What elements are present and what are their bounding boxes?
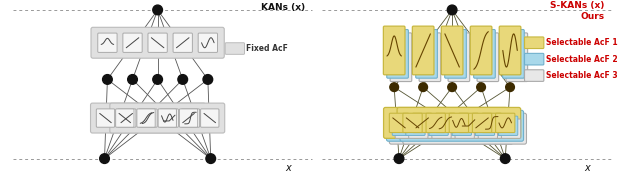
FancyBboxPatch shape: [400, 110, 524, 141]
FancyBboxPatch shape: [173, 33, 193, 52]
FancyBboxPatch shape: [448, 33, 470, 82]
FancyBboxPatch shape: [438, 116, 458, 135]
FancyBboxPatch shape: [455, 119, 474, 138]
FancyBboxPatch shape: [459, 113, 478, 132]
FancyBboxPatch shape: [465, 119, 484, 138]
FancyBboxPatch shape: [442, 119, 461, 138]
FancyBboxPatch shape: [426, 113, 445, 132]
FancyBboxPatch shape: [198, 33, 218, 52]
Text: Selectable AcF 1: Selectable AcF 1: [546, 38, 618, 47]
FancyBboxPatch shape: [160, 109, 179, 127]
FancyBboxPatch shape: [432, 119, 451, 138]
FancyBboxPatch shape: [436, 113, 455, 132]
Text: Fixed AcF: Fixed AcF: [246, 44, 289, 53]
FancyBboxPatch shape: [387, 30, 408, 78]
FancyBboxPatch shape: [98, 33, 117, 52]
Circle shape: [102, 75, 112, 84]
Text: x: x: [584, 163, 590, 173]
FancyBboxPatch shape: [148, 33, 167, 52]
Circle shape: [506, 83, 515, 92]
FancyBboxPatch shape: [110, 103, 225, 133]
FancyBboxPatch shape: [419, 33, 441, 82]
Circle shape: [206, 154, 216, 163]
FancyBboxPatch shape: [470, 26, 492, 75]
Circle shape: [448, 83, 456, 92]
Text: x: x: [285, 163, 291, 173]
FancyBboxPatch shape: [412, 26, 434, 75]
FancyBboxPatch shape: [416, 30, 437, 78]
FancyBboxPatch shape: [123, 33, 142, 52]
FancyBboxPatch shape: [96, 109, 115, 127]
FancyBboxPatch shape: [403, 113, 527, 144]
FancyBboxPatch shape: [499, 26, 521, 75]
Circle shape: [153, 5, 163, 15]
FancyBboxPatch shape: [395, 119, 415, 138]
FancyBboxPatch shape: [474, 30, 495, 78]
FancyBboxPatch shape: [397, 107, 521, 138]
FancyBboxPatch shape: [392, 116, 412, 135]
FancyBboxPatch shape: [415, 116, 435, 135]
FancyBboxPatch shape: [478, 119, 497, 138]
FancyBboxPatch shape: [118, 109, 136, 127]
FancyBboxPatch shape: [383, 107, 507, 138]
FancyBboxPatch shape: [506, 33, 527, 82]
FancyBboxPatch shape: [462, 116, 481, 135]
FancyBboxPatch shape: [389, 113, 409, 132]
FancyBboxPatch shape: [472, 113, 492, 132]
Circle shape: [178, 75, 188, 84]
FancyBboxPatch shape: [181, 109, 200, 127]
FancyBboxPatch shape: [200, 109, 219, 127]
FancyBboxPatch shape: [406, 116, 425, 135]
FancyBboxPatch shape: [442, 26, 463, 75]
FancyBboxPatch shape: [389, 113, 513, 144]
FancyBboxPatch shape: [525, 70, 544, 81]
Text: Selectable AcF 2: Selectable AcF 2: [546, 55, 618, 64]
Circle shape: [500, 154, 510, 163]
FancyBboxPatch shape: [482, 113, 501, 132]
Text: Ours: Ours: [580, 12, 605, 21]
FancyBboxPatch shape: [501, 119, 521, 138]
FancyBboxPatch shape: [525, 37, 544, 48]
FancyBboxPatch shape: [383, 26, 405, 75]
Circle shape: [447, 5, 457, 15]
FancyBboxPatch shape: [488, 119, 507, 138]
FancyBboxPatch shape: [452, 116, 472, 135]
FancyBboxPatch shape: [390, 33, 412, 82]
FancyBboxPatch shape: [409, 119, 428, 138]
FancyBboxPatch shape: [502, 30, 524, 78]
Circle shape: [100, 154, 109, 163]
FancyBboxPatch shape: [476, 116, 495, 135]
FancyBboxPatch shape: [525, 53, 544, 65]
Circle shape: [477, 83, 485, 92]
FancyBboxPatch shape: [449, 113, 468, 132]
Circle shape: [394, 154, 404, 163]
FancyBboxPatch shape: [495, 113, 515, 132]
FancyBboxPatch shape: [429, 116, 448, 135]
FancyBboxPatch shape: [225, 43, 244, 54]
Text: Selectable AcF 3: Selectable AcF 3: [546, 71, 618, 80]
FancyBboxPatch shape: [499, 116, 518, 135]
Text: S-KANs (x): S-KANs (x): [550, 1, 605, 10]
Circle shape: [203, 75, 212, 84]
Circle shape: [128, 75, 138, 84]
Text: KANs (x): KANs (x): [261, 2, 305, 12]
FancyBboxPatch shape: [139, 109, 157, 127]
Circle shape: [419, 83, 428, 92]
FancyBboxPatch shape: [179, 109, 198, 127]
FancyBboxPatch shape: [419, 119, 438, 138]
FancyBboxPatch shape: [413, 113, 432, 132]
FancyBboxPatch shape: [116, 109, 134, 127]
Circle shape: [390, 83, 399, 92]
FancyBboxPatch shape: [137, 109, 156, 127]
FancyBboxPatch shape: [403, 113, 422, 132]
FancyBboxPatch shape: [485, 116, 504, 135]
FancyBboxPatch shape: [445, 30, 467, 78]
FancyBboxPatch shape: [387, 110, 510, 141]
FancyBboxPatch shape: [158, 109, 177, 127]
FancyBboxPatch shape: [91, 27, 224, 58]
FancyBboxPatch shape: [90, 103, 205, 133]
Circle shape: [153, 75, 163, 84]
FancyBboxPatch shape: [477, 33, 499, 82]
